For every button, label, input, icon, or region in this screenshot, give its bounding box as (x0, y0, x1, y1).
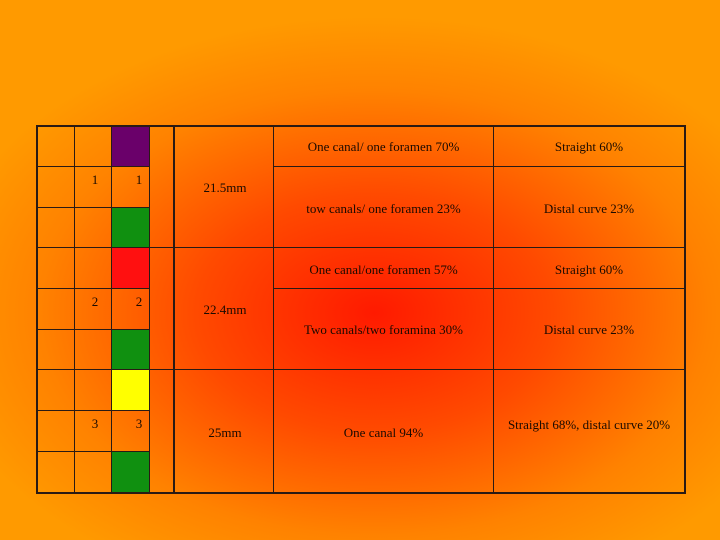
root-curvature: Straight 68%, distal curve 20% (507, 417, 671, 432)
row-divider (36, 207, 149, 208)
color-swatch-purple (111, 126, 149, 166)
tooth-number: 2 (91, 294, 99, 309)
tooth-number: 1 (91, 172, 99, 187)
tooth-number: 1 (135, 172, 143, 187)
column-divider (111, 125, 112, 494)
column-divider (273, 125, 274, 494)
row-divider (274, 288, 685, 289)
column-divider (493, 125, 494, 494)
canal-configuration: One canal 94% (343, 425, 424, 440)
tooth-number: 3 (135, 416, 143, 431)
tooth-length: 22.4mm (203, 302, 247, 317)
root-curvature: Distal curve 23% (543, 201, 635, 216)
color-swatch-yellow (111, 370, 149, 410)
canal-configuration: tow canals/ one foramen 23% (306, 201, 461, 216)
row-divider (36, 369, 685, 370)
column-divider (173, 125, 175, 494)
color-swatch-green (111, 330, 149, 370)
root-curvature: Straight 60% (554, 262, 624, 277)
root-curvature: Distal curve 23% (543, 322, 635, 337)
canal-configuration: One canal/ one foramen 70% (307, 139, 460, 154)
canal-configuration: One canal/one foramen 57% (309, 262, 458, 277)
row-divider (36, 288, 149, 289)
column-divider (149, 125, 150, 494)
row-divider (274, 166, 685, 167)
tooth-number: 3 (91, 416, 99, 431)
tooth-number: 2 (135, 294, 143, 309)
color-swatch-green (111, 452, 149, 492)
root-curvature: Straight 60% (554, 139, 624, 154)
color-swatch-green (111, 208, 149, 248)
row-divider (36, 329, 149, 330)
table-border-bottom (36, 492, 685, 494)
tooth-length: 21.5mm (203, 180, 247, 195)
tooth-length: 25mm (208, 425, 242, 440)
column-divider (74, 125, 75, 494)
row-divider (36, 247, 685, 248)
table-border-top (36, 125, 685, 127)
table-border-right (684, 125, 686, 494)
row-divider (36, 451, 149, 452)
color-swatch-red (111, 248, 149, 288)
row-divider (36, 410, 149, 411)
row-divider (36, 166, 149, 167)
table-border-left (36, 125, 38, 494)
canal-configuration: Two canals/two foramina 30% (303, 322, 463, 337)
